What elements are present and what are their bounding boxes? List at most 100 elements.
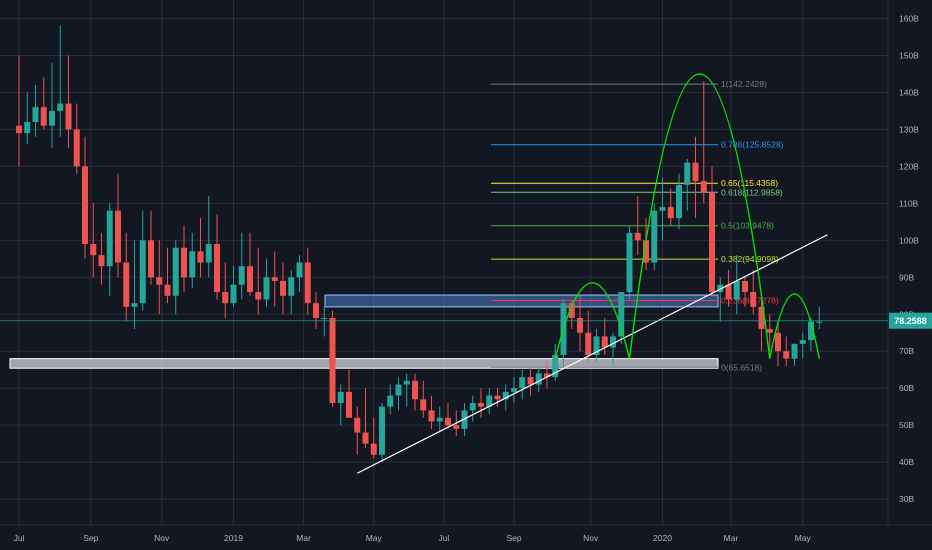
- candle: [354, 406, 361, 455]
- candle: [469, 395, 476, 422]
- candle: [420, 380, 427, 418]
- arc-pattern[interactable]: [769, 293, 820, 359]
- candle: [395, 377, 402, 411]
- fib-level-label: 0.786(125.8528): [721, 140, 784, 150]
- candle: [131, 240, 138, 330]
- price-tick-label: 110B: [899, 198, 919, 208]
- candle-body: [527, 377, 534, 385]
- candle: [519, 369, 526, 400]
- candle-body: [247, 266, 253, 293]
- price-tick-label: 140B: [899, 87, 919, 97]
- candle-body: [106, 210, 113, 267]
- price-axis[interactable]: 30B40B50B60B70B80B90B100B110B120B130B140…: [899, 13, 919, 504]
- candle-body: [379, 406, 385, 455]
- price-tick-label: 60B: [899, 383, 914, 393]
- candle-body: [148, 240, 154, 278]
- candle: [205, 195, 212, 278]
- candle-body: [667, 207, 674, 219]
- candle-body: [90, 244, 97, 256]
- candle-body: [758, 306, 765, 330]
- candle: [263, 258, 270, 307]
- candle-body: [610, 336, 616, 348]
- candle-body: [502, 391, 509, 400]
- fib-level-label: 1(142.2428): [721, 79, 767, 89]
- candle-body: [57, 103, 64, 111]
- candle: [362, 388, 369, 448]
- candle-body: [329, 317, 336, 403]
- candle-body: [676, 184, 682, 219]
- candle-body: [172, 247, 179, 296]
- candle-body: [659, 207, 666, 211]
- candle-body: [387, 395, 394, 407]
- candle: [238, 232, 245, 300]
- candle-body: [445, 417, 451, 426]
- fibonacci-retracement[interactable]: 1(142.2428) 0.786(125.8528) 0.65(115.4358)…: [491, 79, 784, 372]
- time-tick-label: 2020: [653, 533, 672, 543]
- candle-body: [742, 280, 748, 293]
- last-price-value: 78.2588: [894, 316, 927, 326]
- candle-body: [24, 122, 31, 134]
- time-tick-label: Sep: [83, 533, 98, 543]
- drawings[interactable]: [356, 73, 828, 474]
- candle: [799, 332, 806, 359]
- time-tick-label: 2019: [224, 533, 243, 543]
- candle-body: [486, 395, 493, 407]
- candle-body: [189, 251, 196, 278]
- candle: [478, 388, 484, 418]
- candle: [214, 214, 220, 300]
- candle: [189, 232, 196, 289]
- candle: [115, 173, 121, 278]
- time-tick-label: Nov: [583, 533, 599, 543]
- candle-body: [799, 340, 806, 344]
- candle-body: [73, 129, 80, 167]
- candle: [197, 218, 204, 278]
- candle: [172, 240, 179, 315]
- trendline[interactable]: [356, 234, 828, 474]
- candle: [742, 277, 748, 307]
- support-zone[interactable]: [9, 358, 719, 369]
- candle: [445, 402, 451, 429]
- candle-body: [808, 321, 814, 341]
- candle-body: [49, 110, 55, 126]
- candle: [337, 384, 344, 426]
- candle-body: [577, 317, 583, 333]
- candle: [527, 366, 534, 396]
- candle: [552, 343, 559, 381]
- candle: [82, 136, 88, 259]
- candle-body: [651, 210, 658, 263]
- candle: [593, 329, 600, 363]
- price-tick-label: 120B: [899, 161, 919, 171]
- candle: [65, 55, 72, 148]
- candle: [313, 292, 319, 330]
- candle-body: [791, 343, 798, 359]
- candle: [40, 77, 47, 130]
- candle: [280, 262, 286, 315]
- candle: [717, 277, 724, 322]
- arc-pattern[interactable]: [628, 73, 771, 359]
- fib-level-label: 0.618(112.9858): [721, 187, 783, 197]
- candle-body: [296, 262, 303, 278]
- candle-body: [214, 244, 220, 293]
- candle-body: [461, 410, 468, 429]
- candle-body: [494, 395, 501, 400]
- candle: [123, 232, 130, 322]
- candle-body: [123, 262, 130, 307]
- candle-body: [643, 240, 649, 263]
- candle: [511, 377, 517, 403]
- candle: [601, 317, 608, 355]
- arc-pattern[interactable]: [554, 282, 631, 359]
- candle: [412, 373, 418, 411]
- candle: [725, 269, 732, 307]
- time-axis[interactable]: Jul Sep Nov 2019 Mar May Jul Sep Nov 2020 Mar May: [14, 533, 812, 543]
- candle: [692, 136, 699, 219]
- candle-body: [337, 391, 344, 403]
- candle-body: [313, 303, 319, 318]
- candle-body: [139, 240, 146, 304]
- candle-body: [412, 380, 418, 400]
- candle-body: [428, 410, 435, 422]
- candle-body: [280, 280, 286, 296]
- candle-body: [271, 277, 278, 281]
- candle: [403, 373, 410, 407]
